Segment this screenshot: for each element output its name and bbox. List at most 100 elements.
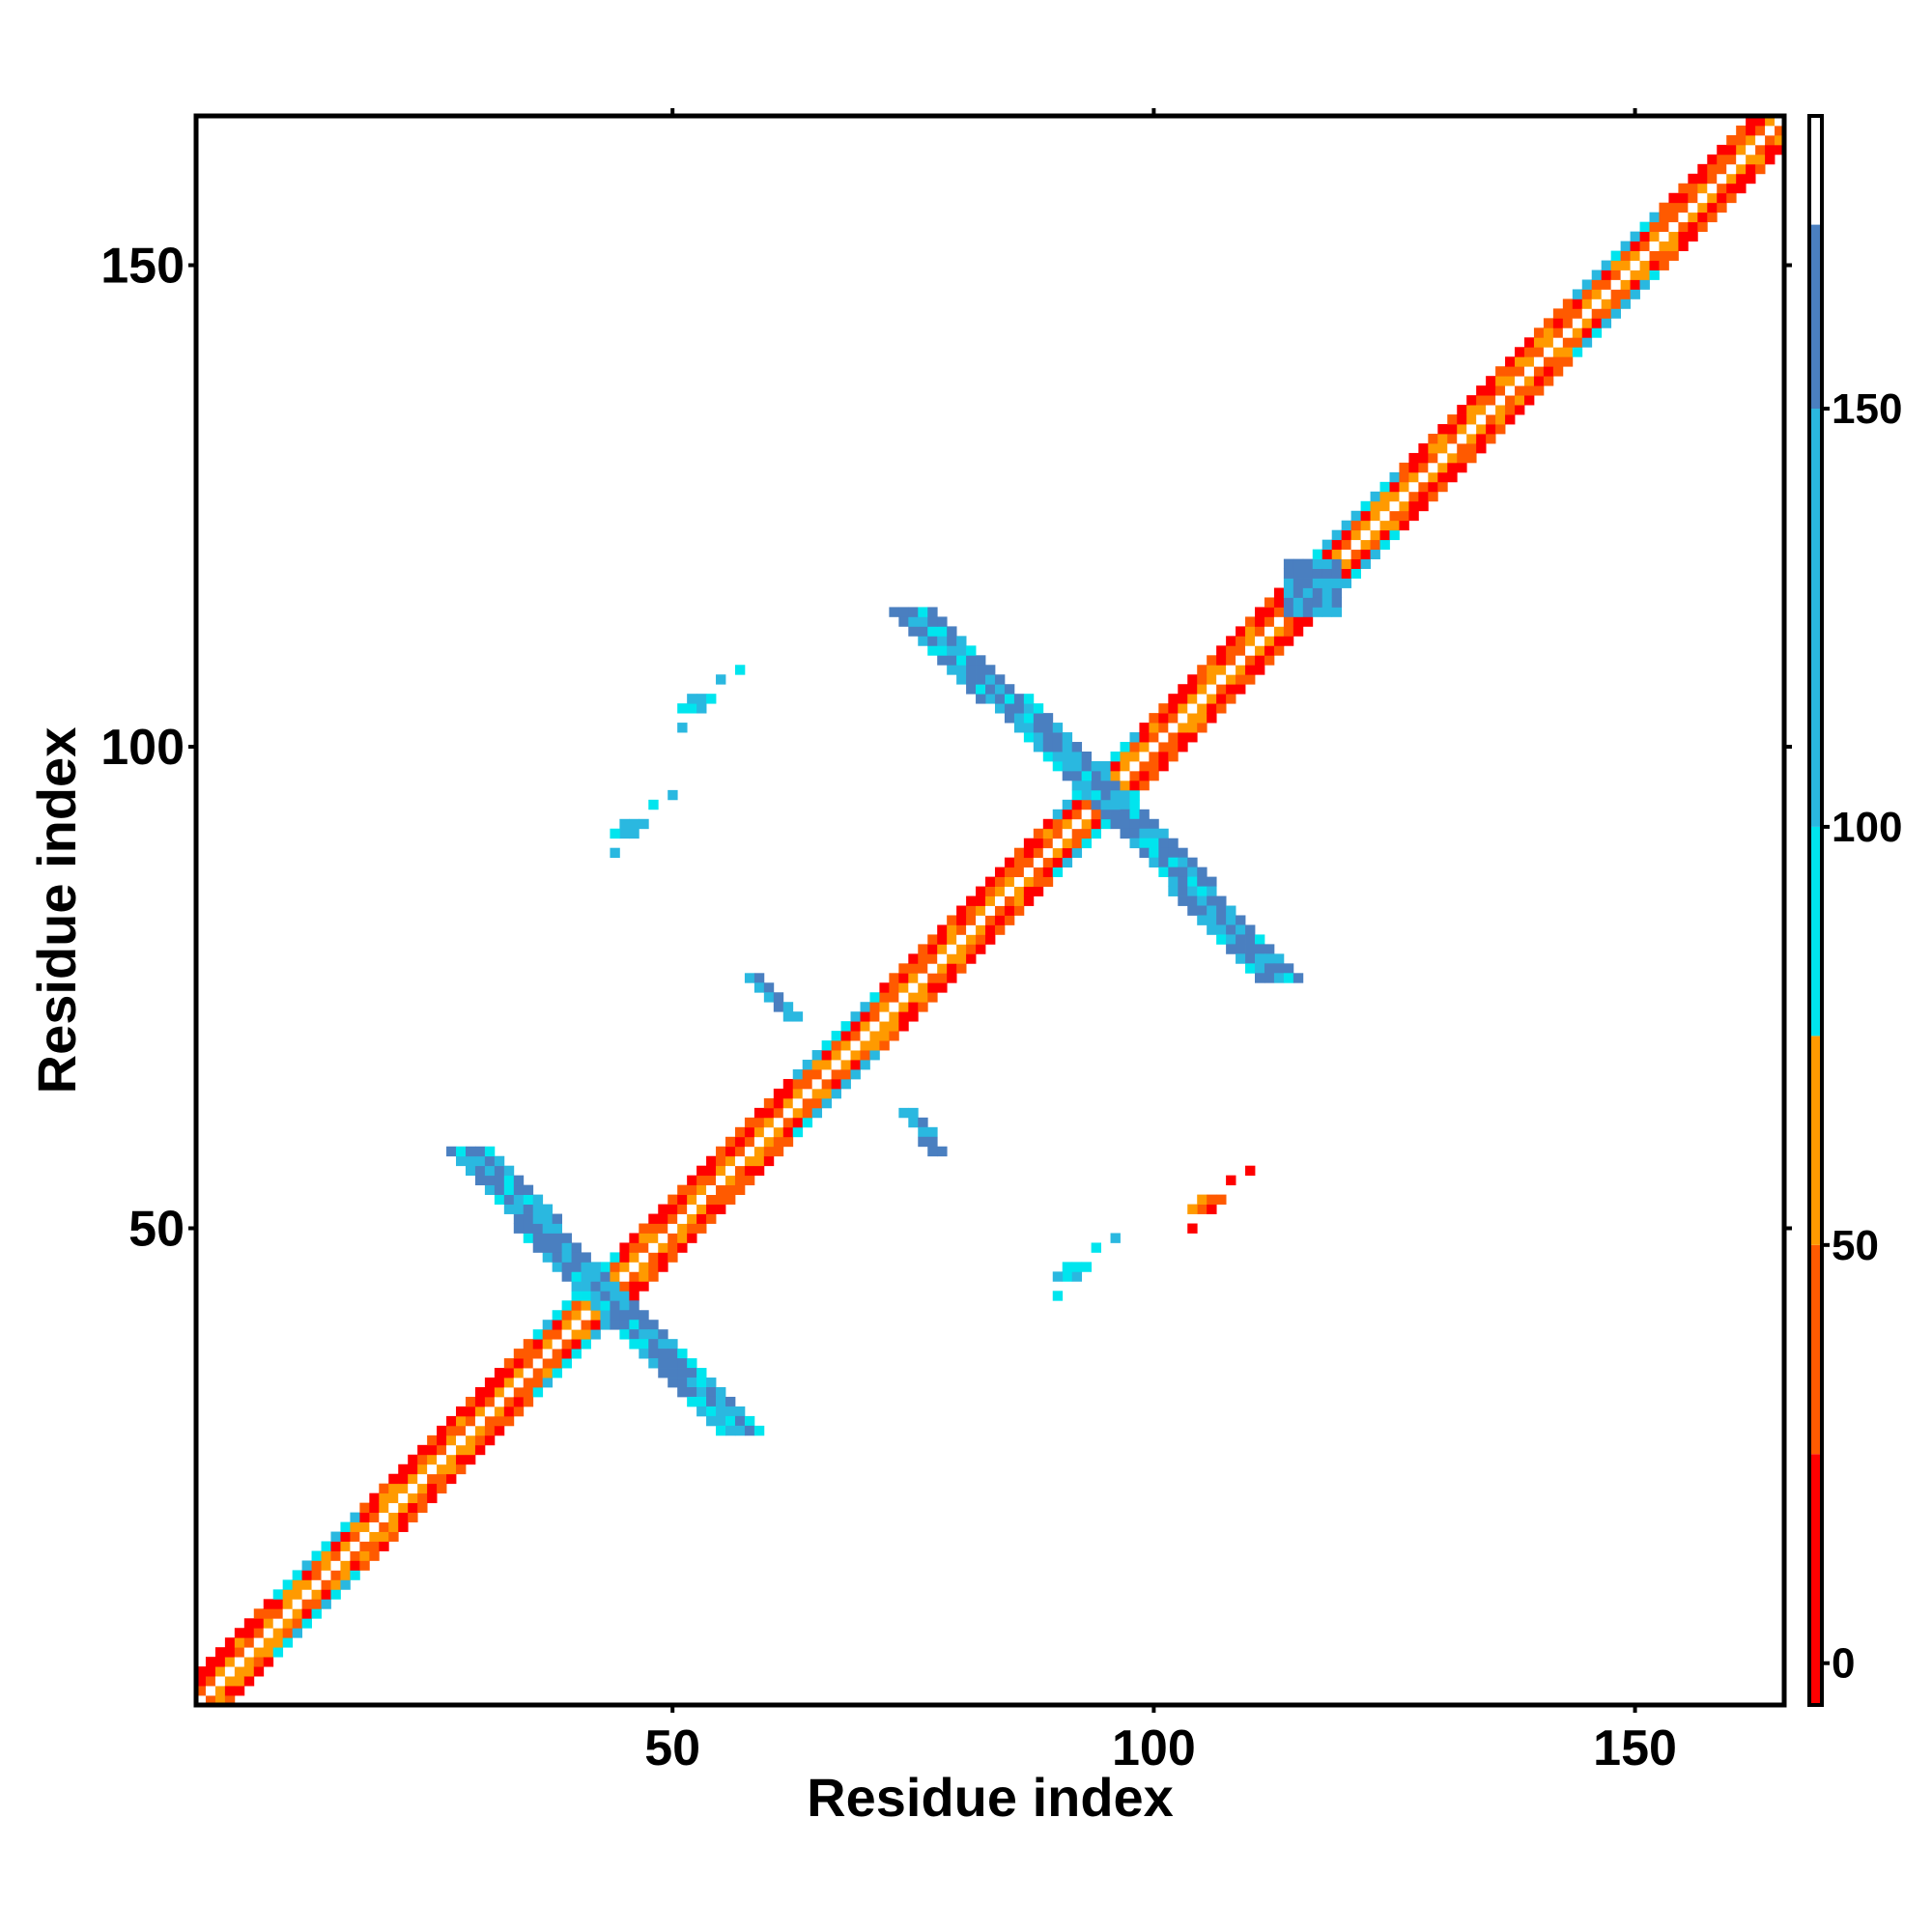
heatmap-cell [523, 1368, 534, 1378]
heatmap-cell [1216, 665, 1227, 675]
heatmap-cell [379, 1521, 389, 1532]
heatmap-cell [696, 694, 707, 704]
heatmap-cell [1707, 154, 1718, 165]
heatmap-cell [1486, 424, 1496, 435]
heatmap-cell [340, 1550, 351, 1561]
heatmap-cell [552, 1242, 563, 1253]
heatmap-cell [1216, 694, 1227, 704]
heatmap-cell [677, 1213, 688, 1224]
heatmap-cell [1216, 905, 1227, 916]
heatmap-cell [994, 703, 1006, 714]
heatmap-cell [927, 992, 938, 1003]
heatmap-cell [947, 953, 957, 964]
heatmap-cell [1283, 973, 1294, 983]
heatmap-cell [1321, 578, 1333, 588]
heatmap-cell [1091, 760, 1101, 772]
heatmap-cell [725, 1165, 736, 1177]
heatmap-cell [1601, 260, 1612, 270]
heatmap-cell [1591, 289, 1603, 299]
heatmap-cell [1255, 636, 1265, 646]
heatmap-cell [1321, 539, 1333, 551]
heatmap-cell [561, 1242, 572, 1253]
heatmap-cell [379, 1502, 389, 1514]
colorbar-band [1809, 116, 1822, 225]
heatmap-cell [1168, 847, 1179, 859]
heatmap-cell [1264, 963, 1275, 974]
heatmap-cell [619, 1300, 630, 1311]
heatmap-cell [1610, 260, 1622, 270]
heatmap-cell [581, 1339, 591, 1350]
heatmap-cell [1178, 684, 1188, 695]
heatmap-cell [330, 1560, 341, 1571]
heatmap-cell [340, 1560, 351, 1571]
heatmap-cell [1495, 405, 1506, 415]
heatmap-cell [821, 1097, 832, 1109]
heatmap-cell [542, 1378, 554, 1388]
heatmap-cell [696, 1184, 707, 1196]
heatmap-cell [465, 1425, 476, 1436]
heatmap-cell [1552, 327, 1564, 338]
heatmap-cell [301, 1579, 312, 1590]
heatmap-cell [1226, 636, 1236, 646]
heatmap-cell [1158, 857, 1169, 868]
heatmap-cell [889, 982, 899, 993]
heatmap-cell [947, 636, 957, 646]
heatmap-cells [196, 116, 1785, 1706]
heatmap-cell [292, 1618, 302, 1629]
heatmap-cell [1168, 713, 1179, 724]
heatmap-cell [860, 1060, 870, 1070]
heatmap-cell [1023, 876, 1035, 887]
heatmap-cell [542, 1339, 554, 1350]
y-tick-label: 50 [128, 1202, 185, 1258]
heatmap-cell [590, 1281, 601, 1292]
heatmap-cell [1321, 549, 1333, 560]
heatmap-cell [1052, 760, 1064, 772]
heatmap-cell [1707, 183, 1718, 194]
heatmap-cell [1668, 221, 1679, 233]
heatmap-cell [610, 828, 620, 839]
heatmap-cell [1216, 915, 1227, 925]
heatmap-cell [330, 1531, 341, 1542]
heatmap-cell [523, 1396, 534, 1407]
heatmap-cell [1004, 905, 1015, 916]
heatmap-cell [1168, 723, 1179, 733]
heatmap-cell [272, 1618, 284, 1629]
heatmap-cell [792, 1126, 804, 1138]
heatmap-cell [408, 1473, 418, 1485]
heatmap-cell [1149, 752, 1159, 762]
heatmap-cell [1023, 867, 1035, 878]
heatmap-cell [619, 1320, 630, 1330]
heatmap-cell [696, 1175, 707, 1186]
heatmap-cell [966, 905, 977, 916]
heatmap-cell [1178, 847, 1188, 859]
heatmap-cell [1149, 818, 1159, 830]
heatmap-cell [427, 1444, 438, 1456]
heatmap-cell [1630, 260, 1640, 270]
heatmap-cell [1476, 414, 1487, 425]
heatmap-cell [398, 1473, 409, 1485]
heatmap-cell [590, 1262, 601, 1272]
heatmap-cell [263, 1608, 274, 1619]
heatmap-cell [610, 1300, 620, 1311]
heatmap-cell [253, 1608, 265, 1619]
heatmap-cell [1226, 694, 1236, 704]
heatmap-cell [763, 1117, 775, 1128]
heatmap-cell [966, 953, 977, 964]
heatmap-cell [1042, 876, 1054, 887]
heatmap-cell [513, 1349, 525, 1359]
heatmap-cell [552, 1368, 563, 1378]
heatmap-cell [398, 1463, 409, 1475]
heatmap-cell [1091, 799, 1101, 810]
heatmap-cell [1572, 327, 1583, 338]
heatmap-cell [234, 1647, 245, 1658]
heatmap-cell [552, 1233, 563, 1243]
heatmap-cell [1476, 424, 1487, 435]
heatmap-cell [321, 1541, 331, 1551]
heatmap-cell [369, 1521, 380, 1532]
heatmap-cell [321, 1599, 331, 1609]
heatmap-cell [937, 924, 948, 935]
heatmap-cell [437, 1435, 447, 1446]
heatmap-cell [350, 1521, 360, 1532]
heatmap-cell [427, 1454, 438, 1465]
heatmap-cell [408, 1512, 418, 1522]
